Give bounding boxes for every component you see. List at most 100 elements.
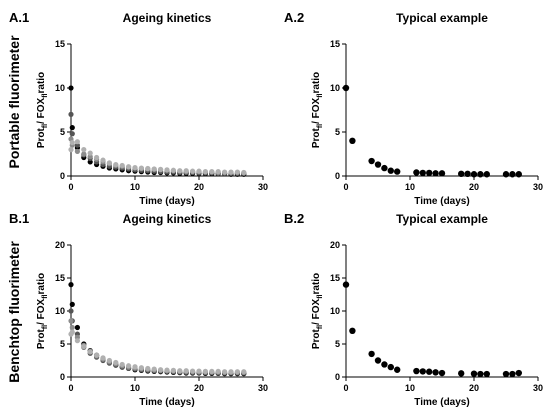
chart-panel-A-1: A.1 Ageing kinetics 0 10 20 30 0 5 10 15 Time (day… — [9, 10, 268, 207]
y-tick-label: 10 — [330, 83, 340, 93]
data-point — [177, 368, 183, 374]
data-point — [374, 357, 382, 364]
y-tick-label: 5 — [335, 339, 340, 349]
x-tick-label: 30 — [258, 182, 268, 192]
data-point — [170, 167, 176, 173]
x-tick-label: 20 — [194, 182, 204, 192]
data-point — [202, 169, 208, 175]
data-point — [426, 368, 433, 375]
data-point — [183, 168, 189, 174]
series-0 — [68, 282, 247, 377]
data-point — [241, 169, 247, 176]
data-point — [74, 324, 80, 331]
y-tick-label: 0 — [60, 372, 65, 382]
y-axis-label: Protfl/ FOXflratio — [311, 72, 324, 148]
data-point — [483, 370, 490, 378]
data-point — [477, 370, 484, 378]
x-tick-label: 30 — [533, 182, 543, 192]
data-point — [515, 369, 522, 377]
chart-title: Typical example — [396, 11, 488, 25]
y-tick-label: 5 — [60, 127, 65, 137]
data-point — [177, 168, 183, 174]
data-point — [68, 282, 74, 288]
y-axis-label: Protfl/ FOXflratio — [311, 273, 324, 349]
data-point — [145, 365, 151, 372]
panel-label: A.1 — [9, 10, 29, 25]
data-point — [68, 147, 74, 153]
data-point — [106, 357, 112, 364]
y-tick-label: 15 — [330, 39, 340, 49]
x-axis-label: Time (days) — [139, 196, 194, 207]
data-point — [470, 370, 478, 377]
data-point — [413, 367, 420, 375]
x-tick-label: 0 — [343, 383, 348, 393]
data-point — [432, 170, 439, 177]
data-point — [145, 165, 151, 172]
data-point — [413, 169, 420, 176]
data-point — [151, 166, 157, 172]
chart-title: Ageing kinetics — [123, 212, 212, 226]
data-point — [138, 365, 144, 371]
series-3 — [68, 329, 247, 375]
data-point — [374, 161, 382, 168]
data-point — [419, 169, 426, 177]
y-tick-label: 0 — [335, 171, 340, 181]
data-point — [94, 352, 100, 358]
data-point — [470, 171, 478, 178]
row-label-portable: Portable fluorimeter — [6, 35, 22, 169]
data-point — [349, 327, 356, 334]
series-0 — [342, 281, 522, 378]
data-point — [202, 368, 208, 374]
data-point — [68, 111, 74, 117]
x-axis-label: Time (days) — [414, 397, 469, 408]
data-point — [132, 364, 138, 370]
data-point — [69, 131, 75, 137]
x-tick-label: 0 — [68, 383, 73, 393]
data-point — [381, 361, 388, 368]
data-point — [342, 281, 350, 288]
data-point — [509, 370, 516, 378]
data-point — [69, 301, 75, 307]
data-point — [164, 167, 170, 173]
data-point — [170, 367, 176, 373]
chart-panel-A-2: A.2 Typical example 0 10 20 30 0 5 10 15 Time (day… — [284, 10, 543, 207]
data-point — [368, 157, 375, 165]
data-point — [151, 366, 157, 372]
data-point — [119, 162, 125, 169]
data-point — [94, 154, 100, 161]
data-point — [113, 359, 119, 366]
panel-label: B.2 — [284, 211, 304, 226]
x-tick-label: 10 — [130, 383, 140, 393]
data-point — [228, 169, 234, 175]
data-point — [69, 329, 75, 335]
y-tick-label: 10 — [330, 306, 340, 316]
data-point — [196, 368, 202, 374]
data-point — [74, 338, 80, 344]
data-point — [438, 369, 446, 377]
y-tick-label: 5 — [60, 339, 65, 349]
data-point — [183, 368, 189, 374]
data-point — [228, 369, 234, 375]
data-point — [458, 370, 465, 377]
data-point — [349, 137, 356, 144]
data-point — [483, 171, 490, 178]
x-tick-label: 30 — [533, 383, 543, 393]
y-tick-label: 20 — [55, 240, 65, 250]
data-point — [426, 169, 433, 177]
panel-label: A.2 — [284, 10, 304, 25]
data-point — [100, 157, 106, 163]
data-point — [502, 171, 510, 178]
data-point — [68, 308, 74, 314]
y-axis-label: Protfl/ FOXflratio — [36, 72, 49, 148]
data-point — [68, 318, 74, 324]
y-axis-label: Protfl/ FOXflratio — [36, 273, 49, 349]
data-point — [196, 168, 202, 174]
data-point — [69, 125, 75, 131]
data-point — [100, 355, 106, 361]
data-point — [464, 170, 471, 177]
series-0 — [342, 84, 522, 178]
data-point — [458, 170, 465, 177]
